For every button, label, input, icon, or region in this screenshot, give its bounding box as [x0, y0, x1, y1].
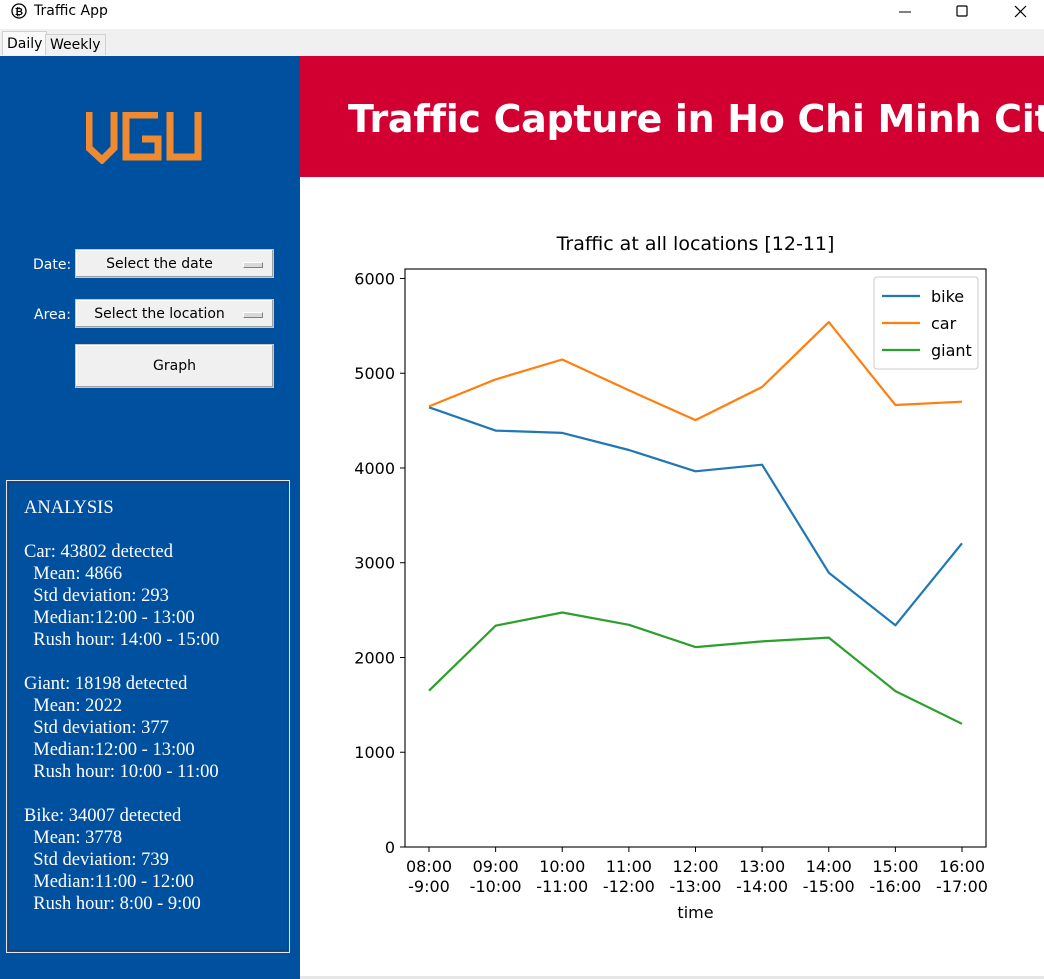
- graph-button[interactable]: Graph: [75, 344, 274, 388]
- bottom-border: [300, 976, 1044, 979]
- date-label: Date:: [33, 257, 72, 273]
- x-tick-label: 12:00: [672, 857, 718, 876]
- x-tick-label: -10:00: [470, 877, 522, 896]
- y-tick-label: 2000: [354, 648, 395, 667]
- close-icon: [1014, 5, 1027, 18]
- y-tick-label: 0: [385, 838, 395, 857]
- tab-weekly[interactable]: Weekly: [45, 34, 106, 55]
- svg-text:₿: ₿: [15, 6, 23, 18]
- y-tick-label: 5000: [354, 364, 395, 383]
- chart-title: Traffic at all locations [12-11]: [556, 233, 835, 255]
- x-tick-label: 14:00: [806, 857, 852, 876]
- x-axis-label: time: [677, 903, 713, 922]
- x-tick-label: -13:00: [670, 877, 722, 896]
- x-tick-label: -12:00: [603, 877, 655, 896]
- minimize-icon: [899, 11, 911, 13]
- analysis-text: ANALYSIS Car: 43802 detected Mean: 4866 …: [24, 498, 220, 914]
- area-label: Area:: [34, 307, 71, 323]
- window-title: Traffic App: [34, 3, 108, 19]
- close-button[interactable]: [991, 0, 1044, 24]
- y-tick-label: 6000: [354, 269, 395, 288]
- area-dropdown[interactable]: Select the location: [75, 299, 274, 328]
- x-tick-label: -9:00: [408, 877, 450, 896]
- maximize-button[interactable]: [933, 0, 991, 24]
- date-dropdown-value: Select the date: [106, 256, 213, 272]
- window-titlebar: ₿ Traffic App: [0, 0, 1044, 29]
- sidebar: Date: Select the date Area: Select the l…: [0, 56, 300, 979]
- series-line-car: [428, 321, 963, 422]
- y-tick-label: 3000: [354, 554, 395, 573]
- series-line-giant: [428, 611, 963, 725]
- bitcoin-icon: ₿: [11, 3, 27, 19]
- traffic-line-chart: Traffic at all locations [12-11] 0 1000 200…: [354, 233, 988, 922]
- area-dropdown-value: Select the location: [94, 306, 225, 322]
- legend-box: [873, 276, 979, 370]
- x-tick-label: 11:00: [606, 857, 652, 876]
- vgu-logo: [86, 112, 202, 164]
- date-dropdown[interactable]: Select the date: [75, 249, 274, 278]
- y-tick-label: 1000: [354, 743, 395, 762]
- legend-label-giant: giant: [931, 341, 972, 360]
- maximize-icon: [956, 5, 968, 17]
- legend-label-bike: bike: [931, 287, 964, 306]
- x-tick-label: -16:00: [869, 877, 921, 896]
- x-tick-label: 08:00: [406, 857, 452, 876]
- header-banner: [300, 56, 1044, 177]
- tab-bar: Daily Weekly: [0, 29, 1044, 56]
- analysis-panel: ANALYSIS Car: 43802 detected Mean: 4866 …: [6, 480, 290, 953]
- dropdown-indicator-icon: [243, 312, 263, 318]
- dropdown-indicator-icon: [243, 262, 263, 268]
- x-tick-label: 10:00: [539, 857, 585, 876]
- x-tick-label: 15:00: [872, 857, 918, 876]
- x-tick-label: -11:00: [536, 877, 588, 896]
- x-tick-label: 13:00: [739, 857, 785, 876]
- x-tick-label: -15:00: [803, 877, 855, 896]
- x-tick-label: -14:00: [736, 877, 788, 896]
- y-tick-label: 4000: [354, 459, 395, 478]
- legend-label-car: car: [931, 314, 957, 333]
- minimize-button[interactable]: [876, 0, 934, 24]
- page-title: Traffic Capture in Ho Chi Minh City: [348, 97, 1044, 141]
- series-line-bike: [428, 406, 963, 627]
- x-tick-label: -17:00: [936, 877, 988, 896]
- tab-daily[interactable]: Daily: [2, 31, 48, 55]
- x-tick-label: 16:00: [939, 857, 985, 876]
- x-tick-label: 09:00: [473, 857, 519, 876]
